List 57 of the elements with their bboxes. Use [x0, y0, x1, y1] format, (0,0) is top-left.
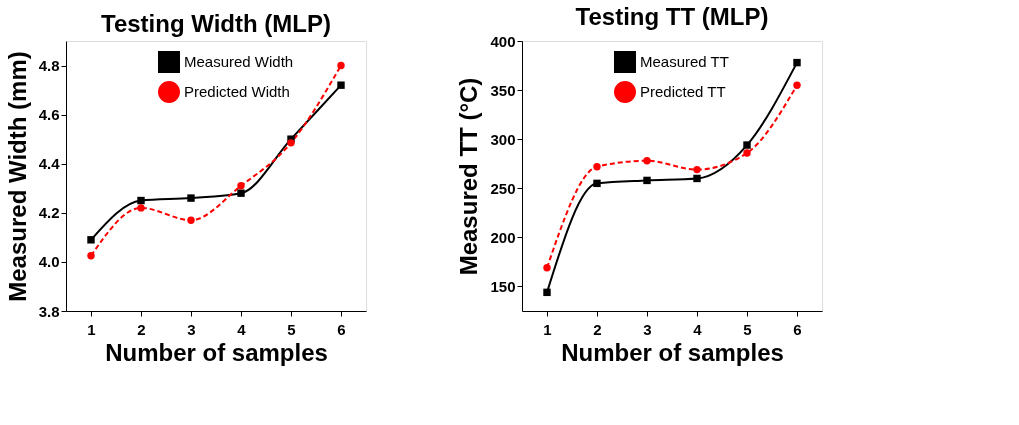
y-tick-label: 4.6: [38, 106, 60, 124]
y-tick-label: 4.8: [38, 57, 60, 75]
point: [237, 189, 245, 197]
point: [87, 236, 95, 244]
x-tick-label: 2: [137, 320, 146, 338]
x-tick-label: 4: [237, 320, 247, 338]
point: [87, 252, 95, 260]
point: [743, 149, 751, 157]
point: [337, 61, 345, 70]
y-axis-title: Measured Width (mm): [3, 51, 31, 302]
x-tick-label: 6: [337, 320, 346, 338]
x-tick-label: 5: [743, 320, 752, 338]
x-tick-label: 4: [693, 320, 703, 338]
point: [593, 179, 601, 188]
point: [337, 81, 345, 89]
chart-title: Testing Width (MLP): [101, 10, 331, 37]
x-tick-label: 1: [87, 320, 96, 338]
point: [137, 196, 145, 205]
point: [743, 141, 751, 149]
y-tick-label: 4.2: [38, 204, 60, 222]
point: [693, 165, 701, 174]
y-axis-title: Measured TT (°C): [455, 77, 483, 276]
point: [187, 216, 195, 224]
point: [693, 174, 701, 183]
point: [793, 81, 801, 89]
y-tick-label: 400: [490, 32, 516, 50]
legend-label: Predicted Width: [184, 83, 290, 100]
y-tick-label: 250: [490, 179, 516, 197]
point: [287, 139, 295, 147]
x-tick-label: 3: [187, 320, 196, 338]
point: [793, 58, 801, 67]
x-tick-label: 3: [643, 320, 652, 338]
point: [187, 194, 195, 202]
legend-label: Predicted TT: [640, 83, 726, 100]
x-axis-title: Number of samples: [105, 338, 328, 366]
x-tick-label: 5: [287, 320, 296, 338]
y-tick-label: 200: [490, 228, 516, 246]
point: [643, 157, 651, 165]
point: [543, 264, 551, 272]
x-tick-label: 2: [593, 320, 602, 338]
point: [543, 288, 551, 297]
y-tick-label: 4.4: [38, 155, 61, 173]
x-axis-title: Number of samples: [561, 338, 784, 366]
point: [137, 204, 145, 212]
y-tick-label: 4.0: [38, 253, 60, 271]
legend-label: Measured TT: [640, 53, 729, 70]
legend-label: Measured Width: [184, 53, 294, 70]
x-tick-label: 1: [543, 320, 552, 338]
y-tick-label: 3.8: [38, 302, 60, 320]
point: [643, 176, 651, 185]
y-tick-label: 150: [490, 277, 516, 295]
point: [593, 162, 601, 171]
y-tick-label: 350: [490, 81, 516, 99]
chart-title: Testing TT (MLP): [575, 3, 769, 30]
x-tick-label: 6: [793, 320, 802, 338]
y-tick-label: 300: [490, 130, 516, 148]
point: [237, 182, 245, 190]
